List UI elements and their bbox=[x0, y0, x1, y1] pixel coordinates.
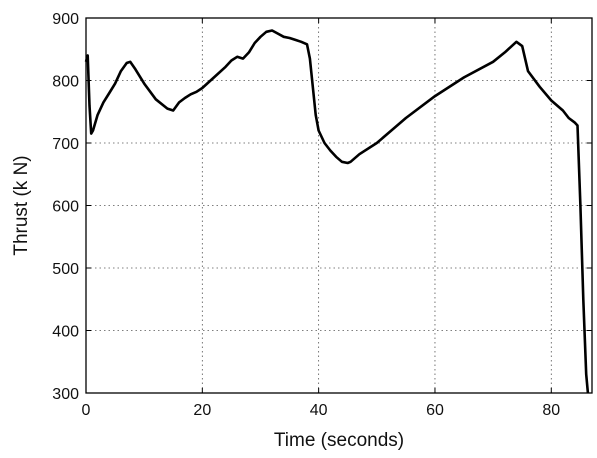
series bbox=[84, 29, 590, 394]
y-tick-labels: 300 400 500 600 700 800 900 bbox=[52, 11, 79, 403]
y-tick-label: 300 bbox=[52, 386, 79, 403]
y-tick-label: 500 bbox=[52, 261, 79, 278]
y-tick-label: 700 bbox=[52, 136, 79, 153]
x-tick-label: 80 bbox=[542, 402, 560, 419]
x-tick-label: 0 bbox=[82, 402, 91, 419]
x-tick-labels: 0 20 40 60 80 bbox=[82, 402, 561, 419]
y-tick-label: 400 bbox=[52, 324, 79, 341]
y-tick-label: 600 bbox=[52, 199, 79, 216]
thrust-series-line bbox=[84, 29, 590, 394]
x-tick-label: 20 bbox=[193, 402, 211, 419]
x-tick-label: 60 bbox=[426, 402, 444, 419]
axis-ticks bbox=[85, 17, 592, 394]
y-tick-label: 800 bbox=[52, 74, 79, 91]
grid bbox=[86, 18, 592, 393]
x-tick-label: 40 bbox=[310, 402, 328, 419]
x-axis-label: Time (seconds) bbox=[274, 430, 404, 451]
y-axis-label: Thrust (k N) bbox=[11, 155, 32, 255]
y-tick-label: 900 bbox=[52, 11, 79, 28]
